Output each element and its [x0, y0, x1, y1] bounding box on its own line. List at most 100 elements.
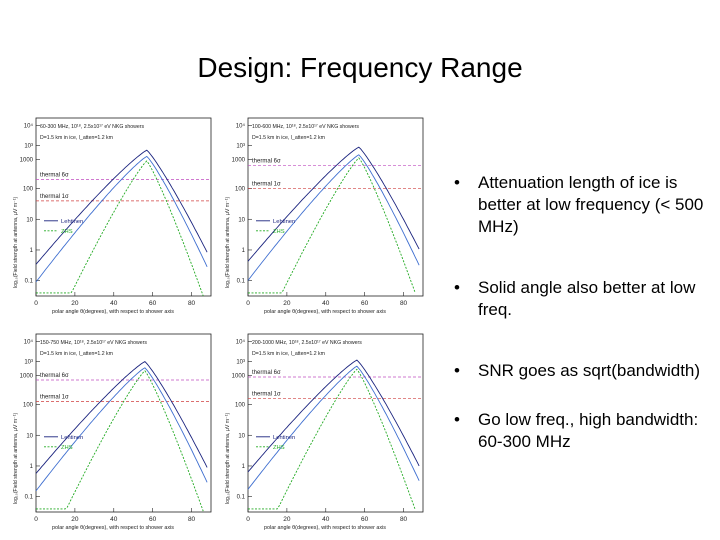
legend-label-lehtinen: Lehtinen [61, 219, 83, 225]
zhs-curve [248, 368, 416, 510]
legend-label-zhs: ZHS [61, 229, 73, 235]
lehtinen-curve-lower [247, 365, 420, 490]
y-tick-label: 1 [30, 464, 34, 470]
bullet-item: • Go low freq., high bandwidth: 60-300 M… [448, 409, 718, 453]
x-tick-label: 20 [71, 300, 79, 307]
bullet-item: • Attenuation length of ice is better at… [448, 172, 718, 238]
legend-label-lehtinen: Lehtinen [273, 219, 295, 225]
bullet-symbol: • [454, 278, 460, 297]
bullet-symbol: • [454, 410, 460, 429]
y-axis-label: log₁₀(Field strength at antenna, μV m⁻¹) [13, 412, 19, 504]
bullet-text: Go low freq., high bandwidth: 60-300 MHz [478, 410, 699, 451]
x-tick-label: 40 [322, 516, 330, 523]
lehtinen-curve-lower [35, 367, 208, 492]
x-tick-label: 20 [283, 516, 291, 523]
y-tick-label: 1000 [20, 373, 34, 379]
plot-header-2: D=1.5 km in ice, l_atten=1.2 km [252, 351, 325, 357]
x-tick-label: 80 [400, 516, 408, 523]
x-tick-label: 80 [188, 300, 196, 307]
legend-label-zhs: ZHS [61, 445, 73, 451]
bullet-text: Solid angle also better at low freq. [478, 278, 696, 319]
bullet-item: • Solid angle also better at low freq. [448, 277, 718, 321]
y-tick-label: 10³ [24, 360, 33, 366]
legend-label-lehtinen: Lehtinen [61, 435, 83, 441]
x-tick-label: 60 [149, 300, 157, 307]
lehtinen-curve-lower [247, 154, 420, 281]
x-tick-label: 0 [246, 300, 250, 307]
plot-frame [247, 333, 424, 513]
y-axis-label: log₁₀(Field strength at antenna, μV m⁻¹) [225, 412, 231, 504]
bullet-text: SNR goes as sqrt(bandwidth) [478, 361, 701, 380]
y-tick-label: 100 [23, 403, 34, 409]
y-tick-label: 10³ [236, 144, 245, 150]
x-tick-label: 20 [283, 300, 291, 307]
y-tick-label: 10 [238, 217, 245, 223]
bullet-text: Attenuation length of ice is better at l… [478, 173, 704, 236]
y-axis-label: log₁₀(Field strength at antenna, μV m⁻¹) [13, 196, 19, 288]
thermal-1sigma-label: thermal 1σ [252, 391, 281, 397]
plot-header-1: 200-1000 MHz, 10¹⁸, 2.5x10¹⁷ eV NKG show… [252, 340, 362, 346]
plot-60-300mhz: 10⁴ 10³ 1000 100 10 1 0.1 0 20 40 60 80 60-300 MHz, … [6, 106, 221, 321]
y-tick-label: 10³ [236, 360, 245, 366]
lehtinen-curve-upper [35, 361, 208, 474]
x-tick-label: 60 [361, 516, 369, 523]
x-tick-label: 80 [188, 516, 196, 523]
plot-frame [35, 333, 212, 513]
thermal-6sigma-label: thermal 6σ [252, 370, 281, 376]
y-tick-label: 100 [235, 403, 246, 409]
field-strength-plot: 10⁴ 10³ 1000 100 10 1 0.1 0 20 40 60 80 200-1000 MHz… [225, 333, 424, 531]
zhs-curve [36, 370, 204, 512]
field-strength-plot: 10⁴ 10³ 1000 100 10 1 0.1 0 20 40 60 80 150-750 MHz,… [13, 333, 212, 531]
y-tick-label: 1000 [232, 373, 246, 379]
y-axis-label: log₁₀(Field strength at antenna, μV m⁻¹) [225, 196, 231, 288]
y-tick-label: 10⁴ [24, 123, 34, 130]
plot-frame [35, 117, 212, 297]
y-tick-label: 1000 [20, 157, 34, 163]
plot-150-750mhz: 10⁴ 10³ 1000 100 10 1 0.1 0 20 40 60 80 150-750 MHz,… [6, 322, 221, 537]
field-strength-plot: 10⁴ 10³ 1000 100 10 1 0.1 0 20 40 60 80 100-600 MHz,… [225, 117, 424, 315]
lehtinen-curve-upper [247, 146, 420, 262]
x-axis-label: polar angle θ(degrees), with respect to … [264, 525, 386, 531]
x-tick-label: 40 [110, 300, 118, 307]
x-tick-label: 40 [110, 516, 118, 523]
legend-label-zhs: ZHS [273, 445, 285, 451]
x-axis-label: polar angle θ(degrees), with respect to … [264, 309, 386, 315]
x-tick-label: 0 [246, 516, 250, 523]
thermal-6sigma-label: thermal 6σ [252, 159, 281, 165]
lehtinen-curve-upper [247, 359, 420, 473]
thermal-1sigma-label: thermal 1σ [252, 182, 281, 188]
bullet-list: • Attenuation length of ice is better at… [448, 172, 718, 453]
y-tick-label: 10⁴ [236, 339, 246, 346]
bullet-item: • SNR goes as sqrt(bandwidth) [448, 360, 718, 382]
y-tick-label: 0.1 [237, 495, 246, 501]
plot-header-2: D=1.5 km in ice, l_atten=1.2 km [252, 135, 325, 141]
x-axis-label: polar angle θ(degrees), with respect to … [52, 309, 174, 315]
y-tick-label: 0.1 [25, 279, 34, 285]
plot-header-2: D=1.5 km in ice, l_atten=1.2 km [40, 351, 113, 357]
plot-header-1: 100-600 MHz, 10¹⁸, 2.5x10¹⁷ eV NKG showe… [252, 124, 359, 130]
plot-200-1000mhz: 10⁴ 10³ 1000 100 10 1 0.1 0 20 40 60 80 200-1000 MHz… [218, 322, 433, 537]
y-tick-label: 100 [23, 187, 34, 193]
y-tick-label: 10³ [24, 144, 33, 150]
thermal-1sigma-label: thermal 1σ [40, 395, 69, 401]
lehtinen-curve-upper [35, 149, 208, 265]
y-tick-label: 1 [30, 248, 34, 254]
x-tick-label: 0 [34, 516, 38, 523]
x-tick-label: 80 [400, 300, 408, 307]
y-tick-label: 10 [26, 433, 33, 439]
bullet-symbol: • [454, 173, 460, 192]
plot-100-600mhz: 10⁴ 10³ 1000 100 10 1 0.1 0 20 40 60 80 100-600 MHz,… [218, 106, 433, 321]
plot-header-1: 150-750 MHz, 10¹⁸, 2.5x10¹⁷ eV NKG showe… [40, 340, 147, 346]
plot-frame [247, 117, 424, 297]
y-tick-label: 10 [26, 217, 33, 223]
thermal-1sigma-label: thermal 1σ [40, 194, 69, 200]
y-tick-label: 1 [242, 464, 246, 470]
x-tick-label: 40 [322, 300, 330, 307]
y-tick-label: 100 [235, 187, 246, 193]
y-tick-label: 10 [238, 433, 245, 439]
y-tick-label: 0.1 [237, 279, 246, 285]
thermal-6sigma-label: thermal 6σ [40, 172, 69, 178]
x-tick-label: 60 [149, 516, 157, 523]
x-tick-label: 60 [361, 300, 369, 307]
y-tick-label: 10⁴ [236, 123, 246, 130]
